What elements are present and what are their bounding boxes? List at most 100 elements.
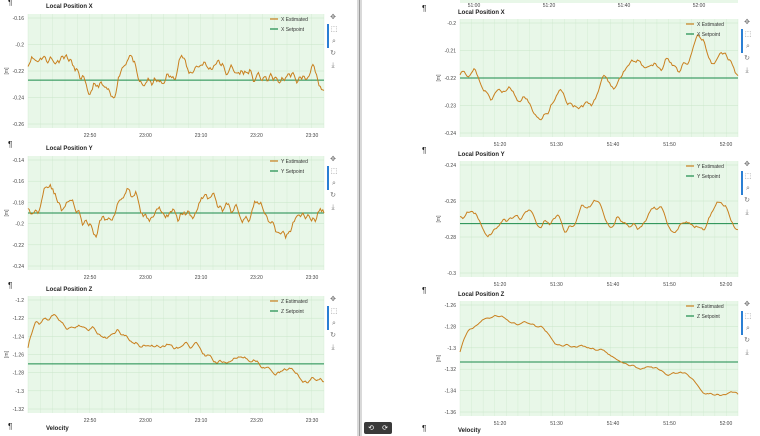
box-zoom-icon[interactable]: ⬚ [327,306,339,318]
y-tick-label: -0.2 [15,222,24,228]
y-tick-label: -0.14 [13,158,25,164]
panel-anchor-icon: ¶ [8,140,13,149]
reset-icon[interactable]: ↻ [744,197,750,204]
panel-title: Local Position Y [458,152,505,158]
x-tick-label: 51:40 [607,421,620,427]
position-chart[interactable]: -1.2 -1.22 -1.24 -1.26 -1.28 -1.3 -1.32 22:50 23… [0,283,340,425]
undo-icon[interactable]: ⟲ [368,425,374,432]
wheel-zoom-icon[interactable]: ⌕ [741,323,753,335]
save-icon[interactable]: ⤓ [745,209,749,216]
box-zoom-icon[interactable]: ⬚ [741,171,753,183]
y-tick-label: -1.24 [13,334,25,340]
x-tick-label: 51:20 [494,421,507,427]
x-tick-label: 52:00 [720,421,733,427]
position-chart[interactable]: -0.2 -0.21 -0.22 -0.23 -0.24 51:20 51:30 51:40 5… [362,6,754,148]
estimated-series-line [459,199,739,238]
legend-label[interactable]: Z Estimated [281,299,308,305]
y-tick-label: -0.18 [13,200,25,206]
legend-label[interactable]: X Estimated [281,17,308,23]
x-tick-label: 23:20 [250,275,263,281]
wheel-zoom-icon[interactable]: ⌕ [327,318,339,330]
legend-label[interactable]: Y Estimated [281,159,308,165]
x-tick-label: 51:40 [607,282,620,288]
save-icon[interactable]: ⤓ [331,344,335,351]
legend-label[interactable]: Z Setpoint [697,314,720,320]
legend-label[interactable]: X Estimated [697,22,724,28]
pane-divider-line [359,0,360,436]
y-tick-label: -1.34 [445,389,457,395]
reset-icon[interactable]: ↻ [330,192,336,199]
x-tick-label: 23:20 [250,418,263,424]
legend-label[interactable]: X Setpoint [281,27,305,33]
panel-anchor-icon: ¶ [422,424,427,433]
x-tick-label: 23:20 [250,133,263,139]
estimated-series-line [27,313,325,384]
x-tick-label: 23:00 [139,133,152,139]
chart-toolbar: ✥ ⬚ ⌕ ↻ ⤓ [741,17,753,77]
legend-label[interactable]: Z Estimated [697,304,724,310]
x-tick-label: 23:10 [195,418,208,424]
wheel-zoom-icon[interactable]: ⌕ [327,178,339,190]
pan-icon[interactable]: ✥ [330,156,336,163]
chart-toolbar: ✥ ⬚ ⌕ ↻ ⤓ [327,294,339,354]
save-icon[interactable]: ⤓ [745,349,749,356]
legend-label[interactable]: X Setpoint [697,32,721,38]
position-chart[interactable]: -0.14 -0.16 -0.18 -0.2 -0.22 -0.24 22:50 23:00 2… [0,142,340,284]
box-zoom-icon[interactable]: ⬚ [741,29,753,41]
reset-icon[interactable]: ↻ [744,337,750,344]
y-tick-label: -0.16 [13,179,25,185]
pan-icon[interactable]: ✥ [744,19,750,26]
legend-label[interactable]: Y Setpoint [281,169,305,175]
save-icon[interactable]: ⤓ [331,62,335,69]
velocity-panel-title: Velocity [46,426,69,432]
save-icon[interactable]: ⤓ [331,204,335,211]
wheel-zoom-icon[interactable]: ⌕ [327,36,339,48]
x-tick-label: 23:00 [139,275,152,281]
save-icon[interactable]: ⤓ [745,67,749,74]
x-tick-label: 51:40 [607,142,620,148]
legend-label[interactable]: Y Estimated [697,164,724,170]
pan-icon[interactable]: ✥ [744,161,750,168]
x-tick-label: 51:50 [663,282,676,288]
legend-label[interactable]: Z Setpoint [281,309,304,315]
panel-title: Local Position X [458,10,505,16]
estimated-series-line [459,314,739,397]
y-tick-label: -1.26 [13,353,25,359]
x-tick-label: 51:40 [618,3,631,8]
wheel-zoom-icon[interactable]: ⌕ [741,183,753,195]
reset-icon[interactable]: ↻ [744,55,750,62]
position-chart[interactable]: -1.26 -1.28 -1.3 -1.32 -1.34 -1.36 51:20 51:30 5… [362,288,754,430]
panel-anchor-icon: ¶ [8,422,13,431]
x-tick-label: 23:30 [306,275,319,281]
x-tick-label: 52:00 [720,142,733,148]
y-tick-label: -1.3 [447,346,456,352]
panel-anchor-icon: ¶ [422,4,427,13]
box-zoom-icon[interactable]: ⬚ [327,24,339,36]
pan-icon[interactable]: ✥ [744,301,750,308]
y-axis-label: [m] [436,215,442,223]
x-tick-label: 23:10 [195,133,208,139]
wheel-zoom-icon[interactable]: ⌕ [741,41,753,53]
estimated-series-line [459,34,739,121]
x-tick-label: 51:50 [663,142,676,148]
y-axis-label: [m] [4,209,10,217]
box-zoom-icon[interactable]: ⬚ [327,166,339,178]
velocity-panel-title: Velocity [458,428,481,434]
x-tick-label: 22:50 [84,133,97,139]
position-chart[interactable]: -0.24 -0.26 -0.28 -0.3 51:20 51:30 51:40 51:50 5… [362,148,754,290]
right-pane: ¶ Local Position X -0.2 -0.21 -0.22 -0.23 -0.2… [362,0,760,436]
reset-icon[interactable]: ↻ [330,332,336,339]
plot-area-edge [460,0,738,3]
y-tick-label: -0.28 [445,235,457,241]
x-tick-label: 22:50 [84,418,97,424]
box-zoom-icon[interactable]: ⬚ [741,311,753,323]
redo-icon[interactable]: ⟳ [382,425,388,432]
y-tick-label: -0.22 [13,69,25,75]
position-chart[interactable]: -0.16 -0.2 -0.22 -0.24 -0.26 22:50 23:00 23:10 2… [0,0,340,142]
history-controls: ⟲ ⟳ [364,422,392,434]
panel-title: Local Position Z [46,287,93,293]
pan-icon[interactable]: ✥ [330,14,336,21]
legend-label[interactable]: Y Setpoint [697,174,721,180]
pan-icon[interactable]: ✥ [330,296,336,303]
reset-icon[interactable]: ↻ [330,50,336,57]
